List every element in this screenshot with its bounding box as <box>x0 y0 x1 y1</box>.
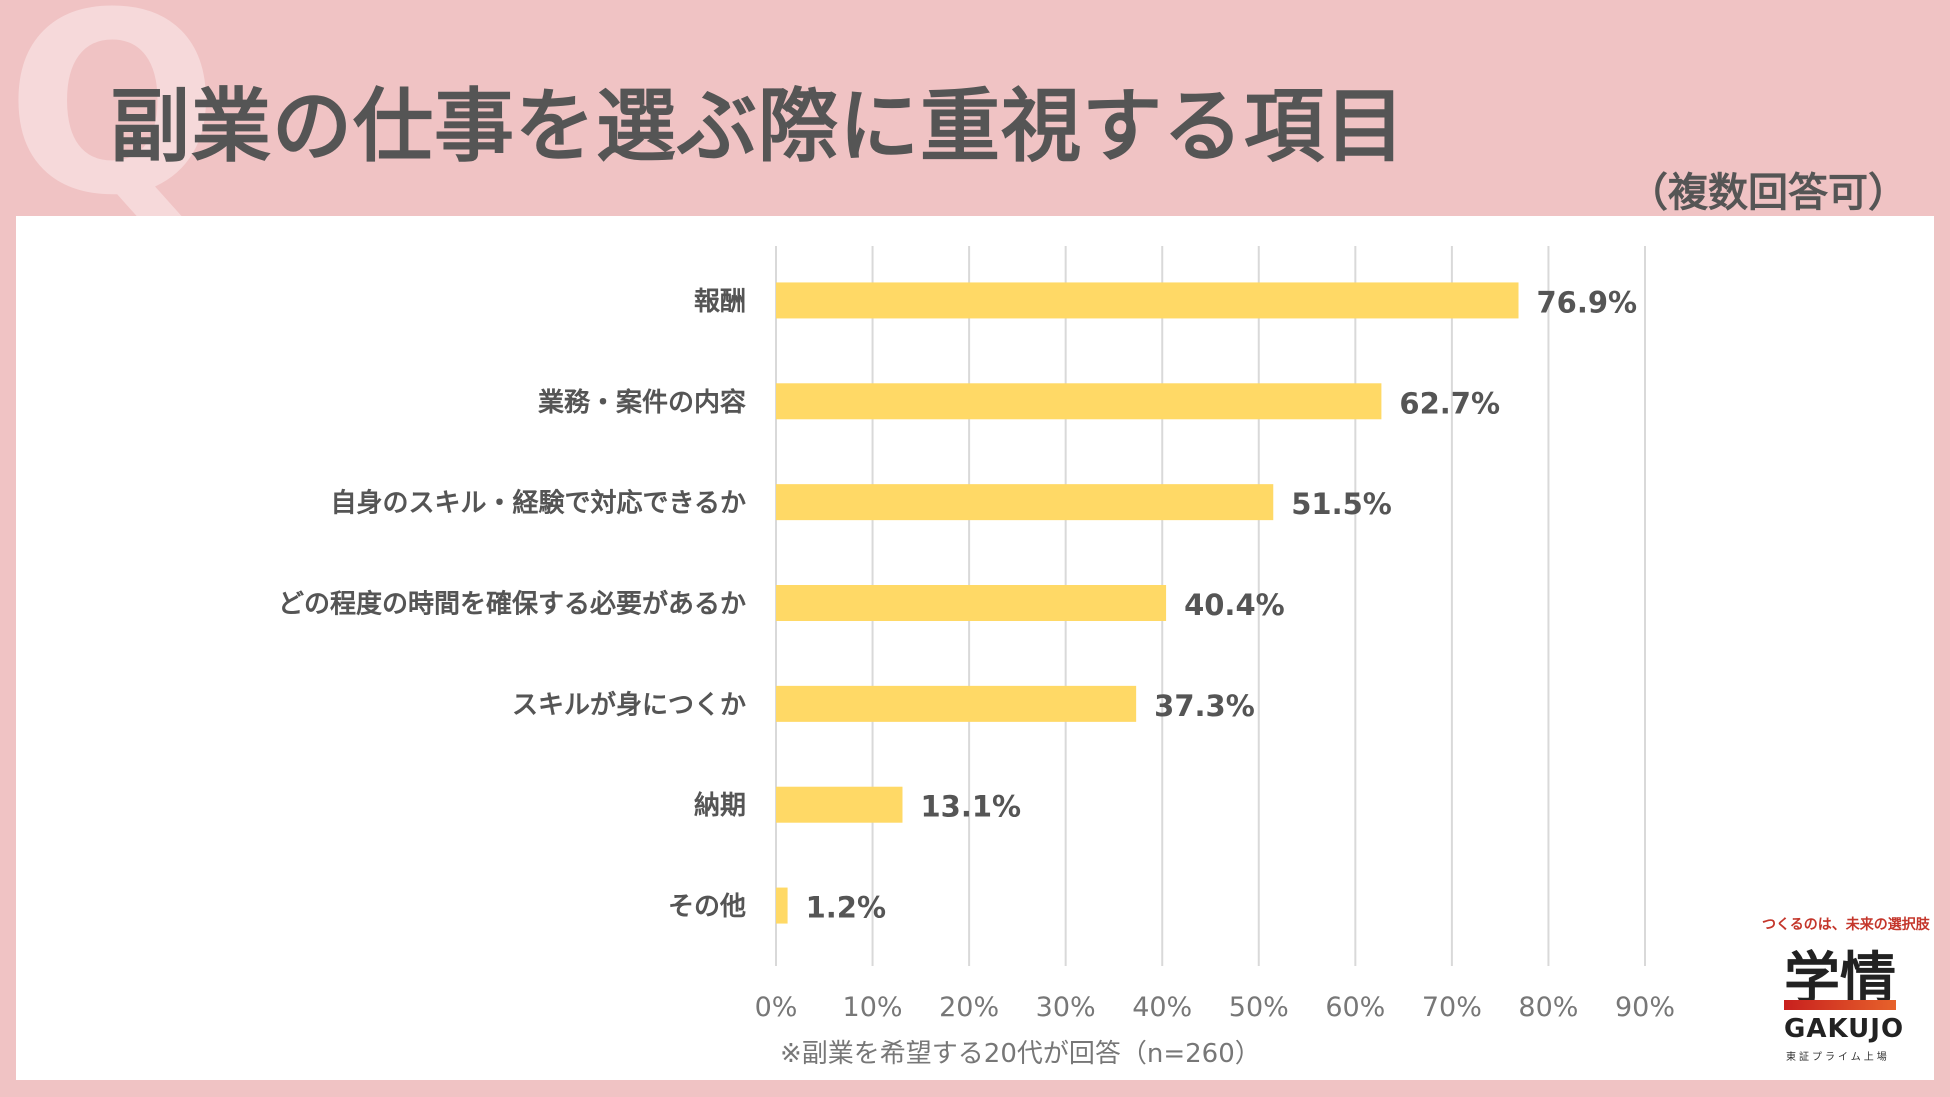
category-label: その他 <box>668 892 746 922</box>
data-label: 76.9% <box>1537 285 1638 319</box>
category-label: 報酬 <box>694 287 746 317</box>
q-watermark: Q <box>6 0 219 250</box>
category-label: 業務・案件の内容 <box>538 387 746 418</box>
page-subtitle: （複数回答可） <box>1628 170 1908 216</box>
logo-tagline: つくるのは、未来の選択肢 <box>1762 917 1930 933</box>
bar <box>776 887 788 924</box>
bar <box>776 786 903 823</box>
bar-chart: 0% 10% 20% 30% 40% 50% 60% 70% 80% 90% 報酬 76.9% 業務・案… <box>278 246 1675 1023</box>
x-tick-label: 50% <box>1229 992 1289 1023</box>
data-label: 62.7% <box>1399 386 1500 420</box>
bar <box>776 484 1274 521</box>
x-tick-label: 90% <box>1615 992 1675 1023</box>
x-tick-label: 40% <box>1132 992 1192 1023</box>
logo-stripe <box>1784 1000 1896 1010</box>
bar <box>776 685 1137 722</box>
data-label: 37.3% <box>1154 689 1255 723</box>
category-label: スキルが身につくか <box>512 689 746 720</box>
logo-subtext: 東証プライム上場 <box>1786 1052 1890 1063</box>
chart-panel: 0% 10% 20% 30% 40% 50% 60% 70% 80% 90% 報酬 76.9% 業務・案… <box>16 216 1934 1080</box>
x-tick-label: 0% <box>755 992 798 1023</box>
x-tick-label: 30% <box>1036 992 1096 1023</box>
data-label: 40.4% <box>1184 588 1285 622</box>
bar <box>776 585 1167 621</box>
category-label: 納期 <box>694 790 746 821</box>
page-title: 副業の仕事を選ぶ際に重視する項目 <box>110 80 1406 173</box>
x-tick-label: 20% <box>939 992 999 1023</box>
x-tick-label: 80% <box>1518 992 1578 1023</box>
data-label: 51.5% <box>1291 487 1392 521</box>
x-tick-label: 70% <box>1422 992 1482 1023</box>
x-tick-label: 10% <box>843 992 903 1023</box>
footnote: ※副業を希望する20代が回答（n=260） <box>780 1039 1261 1069</box>
data-label: 13.1% <box>920 790 1021 824</box>
bar <box>776 383 1382 420</box>
category-label: どの程度の時間を確保する必要があるか <box>278 589 746 620</box>
data-label: 1.2% <box>806 891 886 925</box>
logo-name-en: GAKUJO <box>1784 1014 1905 1044</box>
bar <box>776 282 1519 319</box>
category-label: 自身のスキル・経験で対応できるか <box>331 488 746 519</box>
x-tick-label: 60% <box>1325 992 1385 1023</box>
